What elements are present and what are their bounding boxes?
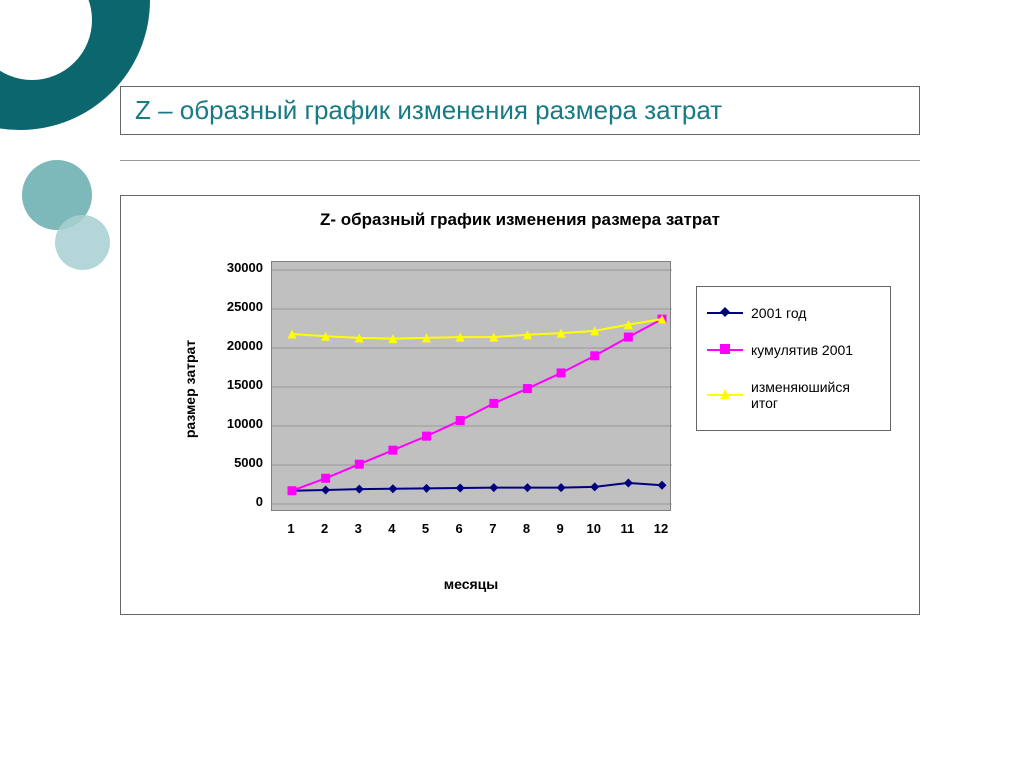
legend: 2001 год кумулятив 2001 изменяюшийся итог xyxy=(696,286,891,431)
legend-line xyxy=(707,349,743,351)
legend-marker-icon xyxy=(719,342,731,358)
y-tick-label: 0 xyxy=(203,494,263,509)
slide-title: Z – образный график изменения размера за… xyxy=(135,95,722,125)
y-axis-label: размер затрат xyxy=(182,340,198,438)
legend-item: 2001 год xyxy=(697,295,890,332)
slide-title-box: Z – образный график изменения размера за… xyxy=(120,86,920,135)
y-tick-label: 30000 xyxy=(203,260,263,275)
x-tick-label: 5 xyxy=(411,521,441,536)
y-tick-label: 15000 xyxy=(203,377,263,392)
legend-label: кумулятив 2001 xyxy=(751,342,853,359)
x-tick-label: 3 xyxy=(343,521,373,536)
legend-line xyxy=(707,394,743,396)
decor-circle-accent-2 xyxy=(55,215,110,270)
legend-line xyxy=(707,312,743,314)
x-tick-label: 8 xyxy=(511,521,541,536)
plot-area xyxy=(271,261,671,511)
chart-container: Z- образный график изменения размера зат… xyxy=(120,195,920,615)
chart-title: Z- образный график изменения размера зат… xyxy=(121,210,919,230)
y-tick-label: 5000 xyxy=(203,455,263,470)
legend-item: кумулятив 2001 xyxy=(697,332,890,369)
legend-marker-icon xyxy=(719,305,731,321)
y-tick-label: 20000 xyxy=(203,338,263,353)
x-tick-label: 11 xyxy=(612,521,642,536)
x-tick-label: 12 xyxy=(646,521,676,536)
title-underline xyxy=(120,160,920,161)
y-tick-label: 25000 xyxy=(203,299,263,314)
x-tick-label: 1 xyxy=(276,521,306,536)
x-axis-label: месяцы xyxy=(271,576,671,592)
legend-marker-icon xyxy=(719,387,731,403)
x-tick-label: 2 xyxy=(310,521,340,536)
legend-item: изменяюшийся итог xyxy=(697,369,890,423)
x-tick-label: 10 xyxy=(579,521,609,536)
legend-label: изменяюшийся итог xyxy=(751,379,880,413)
x-tick-label: 9 xyxy=(545,521,575,536)
x-tick-label: 4 xyxy=(377,521,407,536)
x-tick-label: 6 xyxy=(444,521,474,536)
x-tick-label: 7 xyxy=(478,521,508,536)
y-tick-label: 10000 xyxy=(203,416,263,431)
plot-svg xyxy=(272,262,672,512)
legend-label: 2001 год xyxy=(751,305,806,322)
